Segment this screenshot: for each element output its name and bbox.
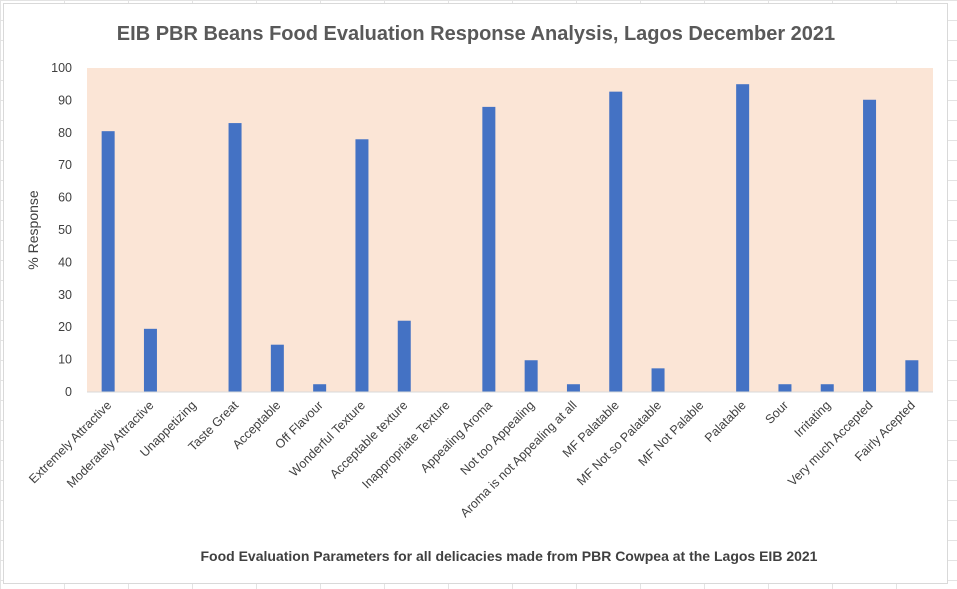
plot-area [87,68,933,392]
bar[interactable] [609,91,623,392]
bar[interactable] [651,368,665,392]
y-tick-label: 60 [58,191,72,205]
bar[interactable] [228,123,242,392]
x-tick-label: Extremely Attractive [26,398,114,486]
y-tick-label: 50 [58,223,72,237]
bar[interactable] [736,84,750,392]
y-axis-title: % Response [25,190,41,270]
bar[interactable] [101,131,115,392]
x-tick-label: Wonderful Texture [287,398,368,479]
y-tick-label: 90 [58,93,72,107]
bar[interactable] [355,139,369,392]
bar[interactable] [778,384,792,392]
x-tick-label: Irritating [792,398,834,440]
bar[interactable] [905,360,919,392]
y-tick-label: 20 [58,320,72,334]
y-tick-label: 40 [58,255,72,269]
y-tick-label: 70 [58,158,72,172]
y-tick-label: 80 [58,126,72,140]
y-tick-label: 30 [58,288,72,302]
x-tick-label: Appealing Aroma [418,398,495,475]
y-tick-label: 10 [58,353,72,367]
x-tick-label: Palatable [702,398,749,445]
bar[interactable] [313,384,327,392]
chart-title: EIB PBR Beans Food Evaluation Response A… [117,23,835,45]
y-tick-label: 0 [65,385,72,399]
bar[interactable] [524,360,538,392]
x-axis-title: Food Evaluation Parameters for all delic… [201,548,818,564]
x-tick-label: Not too Appealing [458,398,538,478]
bar[interactable] [566,384,580,392]
x-tick-label: Acceptable texture [327,398,410,481]
bar[interactable] [820,384,834,392]
x-tick-label: Sour [762,398,791,427]
bar[interactable] [270,344,284,392]
bar[interactable] [397,320,411,392]
bar[interactable] [863,99,877,392]
bars-group [101,84,919,392]
y-tick-label: 100 [51,61,72,75]
bar[interactable] [482,106,496,392]
y-axis: 0 10 20 30 40 50 60 70 80 90 100 [51,61,72,399]
bar[interactable] [143,328,157,392]
